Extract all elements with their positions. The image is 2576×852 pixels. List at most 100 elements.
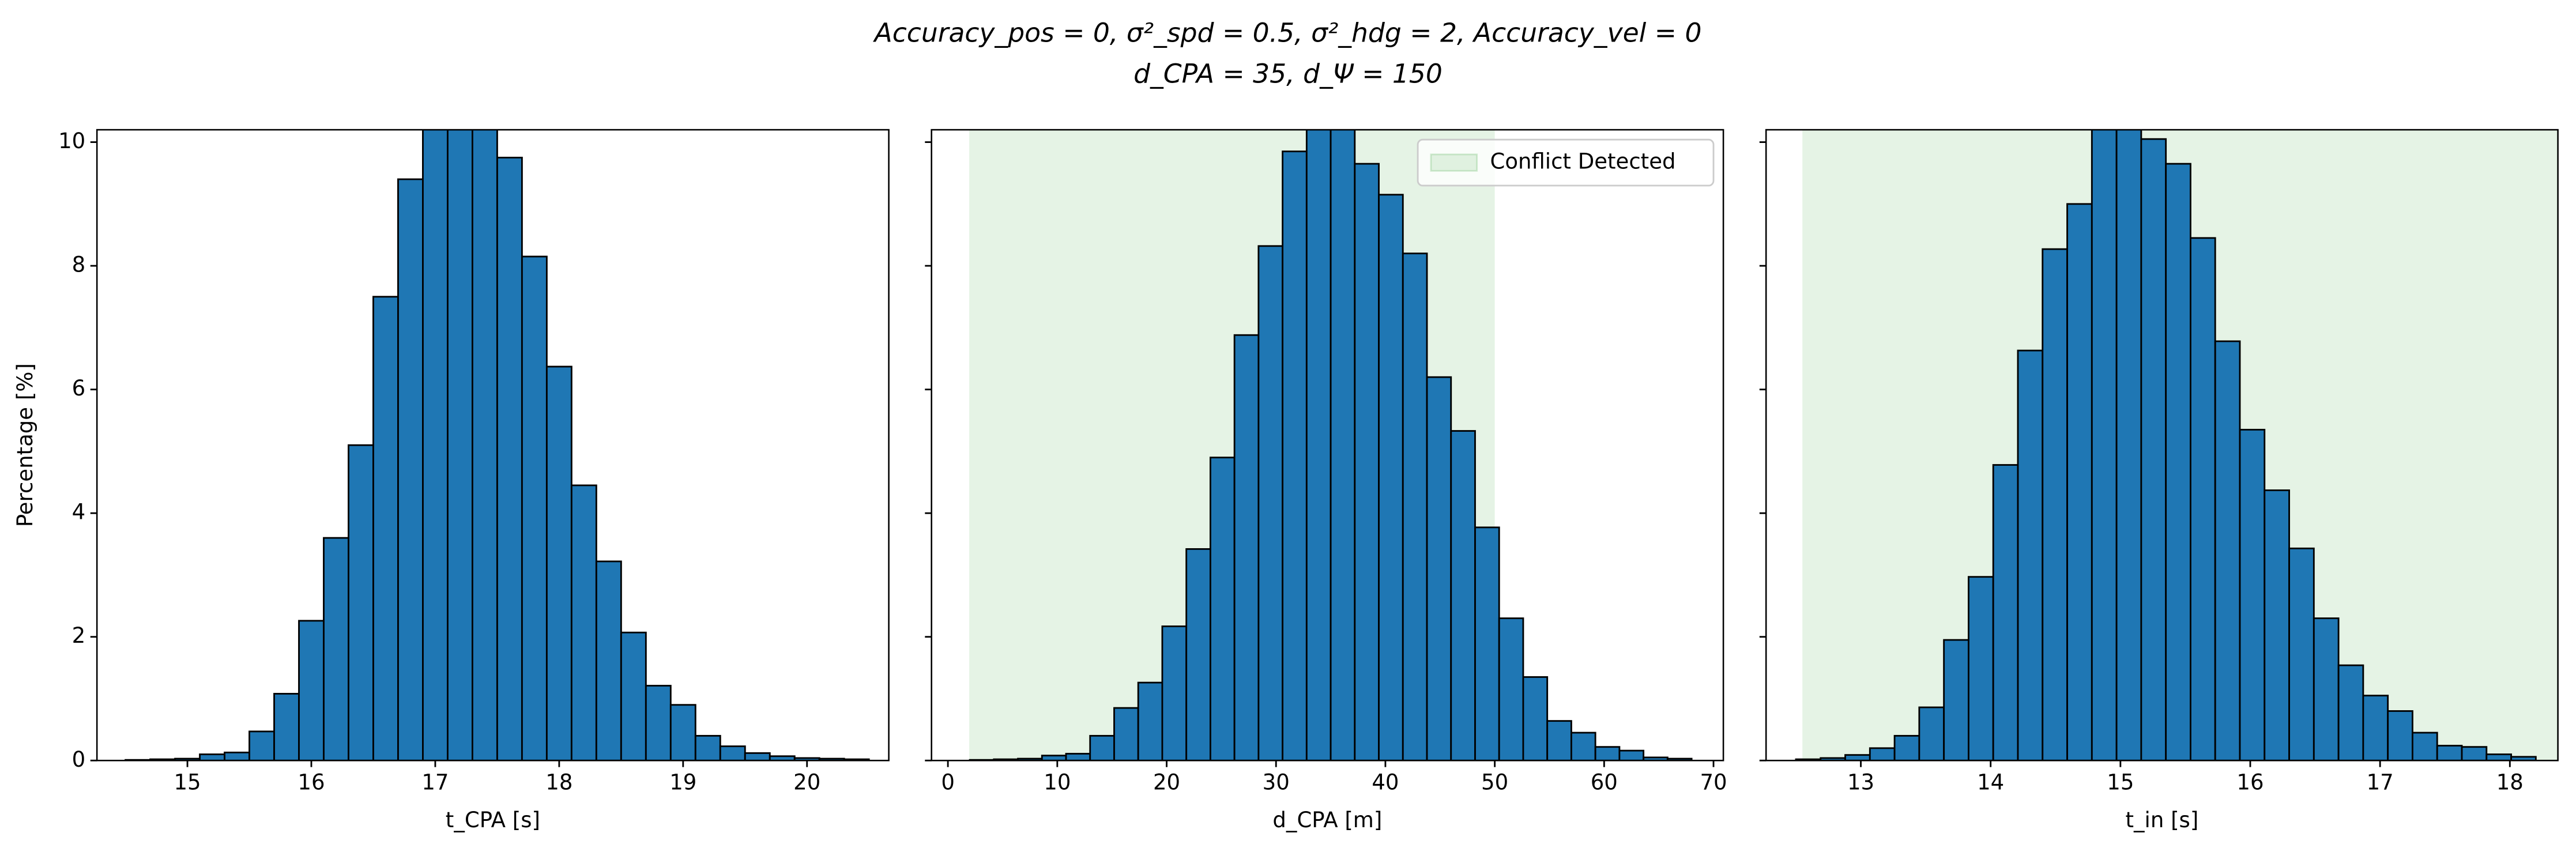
bar	[1305, 130, 1332, 761]
bar	[1943, 639, 1969, 761]
bar	[446, 130, 473, 761]
bar	[2362, 695, 2389, 761]
x-tick-label: 19	[669, 770, 696, 795]
x-tick-label: 17	[421, 770, 449, 795]
bar	[1161, 625, 1188, 761]
y-tick-label: 8	[72, 252, 86, 277]
bar	[273, 693, 300, 761]
bar	[2337, 664, 2364, 761]
bar	[1233, 334, 1260, 761]
x-tick-label: 16	[2236, 770, 2264, 795]
bar	[2510, 756, 2537, 761]
bar	[2165, 163, 2191, 761]
bar	[2066, 203, 2093, 761]
bar	[1474, 526, 1500, 761]
x-axis-label: t_CPA [s]	[446, 808, 540, 832]
x-tick-label: 10	[1044, 770, 1071, 795]
bar	[1918, 706, 1945, 761]
x-axis-label: t_in [s]	[2126, 808, 2199, 832]
bar	[1618, 749, 1645, 761]
bar	[1522, 676, 1549, 761]
bar	[2436, 745, 2463, 761]
bar	[2115, 130, 2142, 761]
bar	[521, 255, 548, 761]
bar	[545, 365, 573, 761]
x-tick-label: 15	[174, 770, 201, 795]
bar	[1402, 252, 1428, 761]
x-tick-label: 0	[941, 770, 955, 795]
bar	[1282, 150, 1308, 761]
bar	[620, 631, 647, 761]
bar	[2412, 732, 2438, 761]
x-tick-label: 16	[297, 770, 325, 795]
bar	[694, 734, 721, 761]
bar	[719, 745, 746, 761]
bar	[1113, 707, 1139, 761]
axes-frame	[1765, 129, 2559, 761]
figure-subtitle: d_CPA = 35, d_Ψ = 150	[1133, 59, 1443, 89]
bar	[397, 178, 424, 761]
bar	[1209, 457, 1236, 761]
x-tick-label: 20	[1153, 770, 1180, 795]
bar	[323, 537, 349, 761]
axes-frame	[931, 129, 1724, 761]
bar	[2140, 138, 2167, 761]
bar	[471, 130, 498, 761]
bar	[1378, 194, 1404, 761]
y-tick-label: 2	[72, 623, 86, 648]
bar	[1089, 734, 1115, 761]
bar	[1137, 681, 1163, 761]
x-tick-label: 40	[1372, 770, 1399, 795]
bar	[595, 560, 622, 761]
x-tick-label: 30	[1263, 770, 1290, 795]
bar	[1330, 130, 1356, 761]
bar	[2313, 617, 2340, 761]
x-tick-label: 50	[1481, 770, 1508, 795]
x-tick-label: 18	[2496, 770, 2524, 795]
bar	[224, 751, 250, 761]
bar	[1594, 746, 1621, 761]
bar	[1426, 376, 1452, 761]
axes-frame	[96, 129, 890, 761]
bar	[2461, 746, 2488, 761]
bar	[570, 484, 597, 761]
y-axis-label: Percentage [%]	[13, 363, 37, 527]
bar	[372, 296, 399, 761]
bar	[422, 130, 449, 761]
bar	[1498, 617, 1524, 761]
bar	[2264, 489, 2290, 761]
x-tick-label: 70	[1700, 770, 1727, 795]
bar	[2387, 710, 2413, 761]
bar	[248, 730, 275, 761]
bar	[2017, 349, 2044, 761]
x-tick-label: 15	[2107, 770, 2134, 795]
bar	[669, 704, 696, 761]
plot-area	[1795, 130, 2558, 761]
legend-swatch	[1430, 153, 1478, 172]
bar	[1065, 753, 1091, 761]
bar	[1893, 734, 1920, 761]
bar	[1041, 755, 1067, 761]
bar	[1992, 464, 2019, 761]
x-tick-label: 17	[2367, 770, 2394, 795]
bar	[298, 620, 325, 761]
bar	[1869, 747, 1896, 761]
bar	[1844, 754, 1871, 761]
bar	[2485, 753, 2512, 761]
bar	[1450, 430, 1476, 761]
x-tick-label: 13	[1847, 770, 1874, 795]
y-tick-label: 0	[72, 747, 86, 772]
figure-title: Accuracy_pos = 0, σ²_spd = 0.5, σ²_hdg =…	[873, 17, 1702, 48]
bar	[1185, 548, 1211, 761]
bar	[1546, 720, 1572, 761]
bar	[2214, 340, 2241, 761]
x-tick-label: 14	[1977, 770, 2004, 795]
bar	[199, 753, 225, 761]
bar	[348, 444, 374, 761]
legend-label: Conflict Detected	[1490, 149, 1675, 174]
bar	[2190, 237, 2216, 761]
x-axis-label: d_CPA [m]	[1272, 808, 1382, 832]
bar	[1257, 245, 1284, 761]
bar	[2239, 428, 2266, 761]
